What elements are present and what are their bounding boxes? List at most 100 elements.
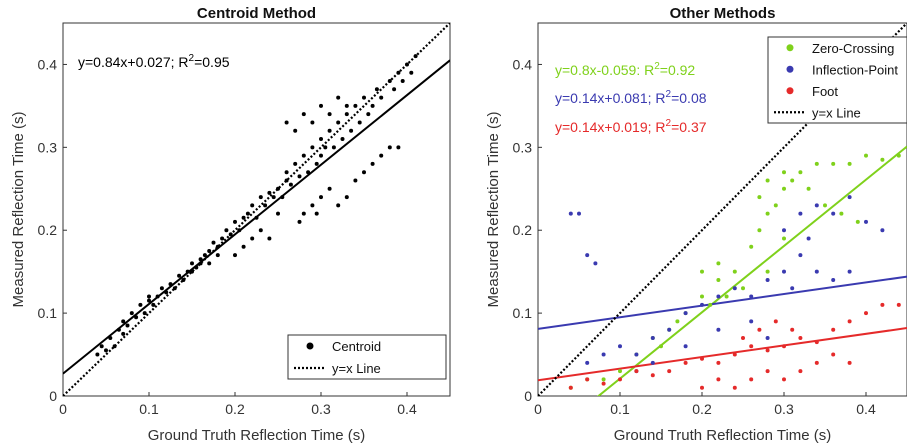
centroid-point <box>104 348 108 353</box>
foot-point <box>880 302 885 307</box>
centroid-point <box>327 112 332 117</box>
centroid-point <box>271 195 276 200</box>
legend-label-y-x-line: y=x Line <box>812 105 861 120</box>
zero-crossing-point <box>659 344 663 349</box>
zero-crossing-point <box>823 203 827 208</box>
plot-frame <box>62 22 451 397</box>
foot-point <box>700 385 704 390</box>
inflection-point-point <box>814 203 819 208</box>
inflection-point-point <box>577 211 581 216</box>
foot-point <box>847 319 852 324</box>
centroid-point <box>396 70 401 75</box>
foot-point <box>716 360 721 365</box>
inflection-point-point <box>700 302 704 307</box>
inflection-point-point <box>880 228 885 233</box>
centroid-point <box>297 174 302 179</box>
centroid-point <box>267 236 272 241</box>
centroid-point <box>323 145 328 150</box>
centroid-point <box>250 236 255 241</box>
y-tick-label: 0.1 <box>513 305 533 321</box>
centroid-point <box>168 282 173 287</box>
inflection-point-point <box>749 294 754 299</box>
centroid-point <box>224 228 229 233</box>
y-tick-label: 0.1 <box>38 305 58 321</box>
centroid-point <box>336 120 341 125</box>
legend-label-zero-crossing: Zero-Crossing <box>812 41 894 56</box>
x-tick-label: 0.4 <box>856 401 876 417</box>
y-tick-label: 0.2 <box>38 222 58 238</box>
foot-point <box>741 335 745 340</box>
inflection-point-point <box>683 311 688 316</box>
x-tick-label: 0.1 <box>139 401 159 417</box>
inflection-point-point <box>683 344 688 349</box>
centroid-point <box>409 70 414 75</box>
foot-point <box>782 344 786 349</box>
centroid-point <box>353 103 358 108</box>
foot-point <box>765 348 770 353</box>
centroid-point <box>319 137 323 142</box>
zero-crossing-point <box>782 236 786 241</box>
centroid-point <box>319 153 323 158</box>
zero-crossing-point <box>896 153 901 158</box>
zero-crossing-point <box>831 161 836 166</box>
inflection-point-point <box>864 219 868 224</box>
zero-crossing-point <box>716 261 721 266</box>
centroid-point <box>121 331 126 336</box>
centroid-point <box>374 87 379 92</box>
centroid-point <box>142 311 147 316</box>
legend-label-centroid: Centroid <box>332 339 381 354</box>
inflection-point-point <box>716 327 721 332</box>
centroid-point <box>297 219 302 224</box>
plot-area <box>63 23 450 396</box>
foot-point <box>732 352 737 357</box>
centroid-point <box>336 95 341 100</box>
centroid-point <box>280 195 285 200</box>
centroid-point <box>237 228 242 233</box>
inflection-point-point <box>601 352 606 357</box>
foot-point <box>847 360 852 365</box>
foot-point <box>618 377 622 382</box>
chart-title: Other Methods <box>670 5 776 22</box>
fit-equation: y=0.14x+0.019; R2=0.37 <box>555 118 707 135</box>
inflection-point-point <box>716 294 721 299</box>
centroid-point <box>207 261 212 266</box>
legend: Zero-Crossing Inflection-Point Foot y=x Lin… <box>767 36 907 124</box>
zero-crossing-point <box>700 269 704 274</box>
centroid-point <box>344 112 349 117</box>
centroid-point <box>357 120 362 125</box>
centroid-point <box>353 178 358 183</box>
centroid-point <box>258 228 263 233</box>
y-tick-label: 0.4 <box>38 56 58 72</box>
centroid-point <box>362 170 366 175</box>
fit-line <box>538 275 907 330</box>
centroid-point <box>349 128 354 133</box>
centroid-point <box>327 186 332 191</box>
inflection-point-point <box>798 211 803 216</box>
legend-label-foot: Foot <box>812 84 838 99</box>
centroid-point <box>185 269 190 274</box>
centroid-point <box>276 211 280 216</box>
centroid-point <box>198 257 203 262</box>
foot-point <box>798 369 803 374</box>
centroid-point <box>284 178 289 183</box>
inflection-point-point <box>798 253 803 258</box>
centroid-point <box>370 103 375 108</box>
centroid-point <box>336 203 341 208</box>
foot-point <box>716 377 721 382</box>
centroid-point <box>379 95 384 100</box>
centroid-point <box>245 211 250 216</box>
centroid-point <box>125 323 130 328</box>
centroid-point <box>387 145 392 150</box>
inflection-point-point <box>782 228 786 233</box>
inflection-point-point <box>593 261 598 266</box>
foot-point <box>765 369 770 374</box>
zero-crossing-point <box>765 211 770 216</box>
y-tick-label: 0.3 <box>38 139 58 155</box>
legend-box <box>767 36 907 124</box>
legend-label-inflection-point: Inflection-Point <box>812 62 898 77</box>
centroid-point <box>301 112 306 117</box>
y-axis-label: Measured Reflection Time (s) <box>485 112 502 308</box>
centroid-point <box>310 145 315 150</box>
zero-crossing-point <box>757 228 762 233</box>
